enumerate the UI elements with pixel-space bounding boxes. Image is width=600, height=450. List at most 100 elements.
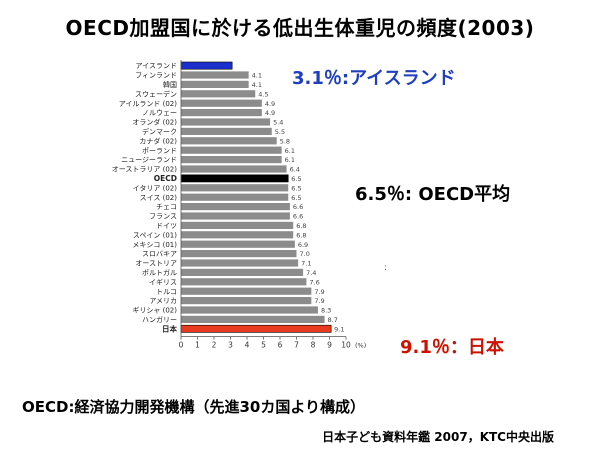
bar	[181, 306, 318, 314]
category-label: オーストリア	[135, 260, 177, 268]
value-label: 4.1	[252, 72, 262, 80]
value-label: 6.5	[291, 175, 301, 183]
value-label: 4.1	[252, 81, 262, 89]
category-label: 韓国	[163, 80, 177, 89]
bar	[181, 137, 277, 145]
bar	[181, 99, 262, 107]
x-tick-label: 2	[212, 341, 217, 350]
value-label: 6.8	[296, 222, 306, 230]
value-label: 6.4	[290, 166, 300, 174]
value-label: 8.7	[328, 316, 338, 324]
source-citation: 日本子ども資料年鑑 2007，KTC中央出版	[322, 430, 554, 444]
category-label: カナダ (02)	[139, 136, 177, 145]
value-label: 8.3	[321, 307, 331, 315]
value-label: 7.6	[309, 278, 319, 286]
value-label: 6.6	[293, 203, 303, 211]
category-label: スウェーデン	[135, 89, 177, 98]
bar	[181, 297, 312, 305]
bar	[180, 61, 233, 70]
category-label: スペイン (01)	[133, 231, 177, 239]
bar	[181, 231, 294, 239]
callout-oecd-average: 6.5％: OECD平均	[355, 184, 511, 205]
bar	[181, 259, 299, 267]
category-label: ポーランド	[142, 147, 177, 155]
category-label: イギリス	[149, 278, 177, 286]
value-label: 6.5	[291, 194, 301, 202]
bar	[181, 193, 289, 201]
bar	[181, 268, 304, 276]
bar	[181, 278, 307, 286]
x-tick-label: 9	[327, 341, 332, 350]
category-label: トルコ	[156, 288, 177, 296]
value-label: 7.9	[314, 288, 324, 296]
bar	[181, 127, 272, 135]
bar	[181, 221, 294, 229]
bar	[181, 203, 290, 211]
bar	[181, 80, 249, 88]
x-tick-label: 7	[294, 341, 299, 350]
value-label: 6.1	[285, 156, 295, 164]
page-title: OECD加盟国に於ける低出生体重児の頻度(2003)	[65, 16, 535, 40]
category-label: オランダ (02)	[132, 118, 177, 127]
bar	[181, 287, 312, 295]
category-label: OECD	[154, 174, 177, 183]
callout-japan: 9.1％：日本	[400, 337, 504, 358]
value-label: 7.9	[314, 297, 324, 305]
x-unit-label: (%)	[355, 342, 366, 350]
value-label: 6.1	[285, 147, 295, 155]
value-label: 6.6	[293, 213, 303, 221]
category-label: オーストラリア (02)	[112, 166, 178, 174]
value-label: 4.5	[258, 90, 268, 98]
category-label: デンマーク	[142, 127, 177, 136]
value-label: 6.9	[298, 241, 308, 249]
bar	[181, 71, 249, 79]
bar	[181, 90, 256, 98]
category-label: スイス (02)	[140, 194, 178, 202]
value-label: 6.5	[291, 184, 301, 192]
bar	[181, 315, 325, 323]
bar	[181, 109, 262, 117]
category-label: アメリカ	[149, 297, 177, 305]
category-label: ハンガリー	[142, 315, 177, 324]
x-tick-label: 10	[341, 341, 351, 350]
bar	[181, 156, 282, 164]
x-tick-label: 5	[261, 341, 266, 350]
category-label: フランス	[149, 213, 177, 221]
footnote-oecd-definition: OECD:経済協力開発機構（先進30カ国より構成）	[22, 398, 366, 416]
category-label: ギリシャ (02)	[132, 307, 177, 315]
value-label: 6.8	[296, 231, 306, 239]
value-label: 5.4	[273, 119, 283, 127]
x-tick-label: 1	[195, 341, 200, 350]
bar	[181, 118, 271, 126]
x-tick-label: 6	[278, 341, 283, 350]
category-label: 日本	[162, 323, 177, 333]
x-tick-label: 0	[179, 341, 184, 350]
category-label: フィンランド	[135, 72, 177, 80]
bar	[181, 212, 290, 220]
bar	[181, 165, 287, 173]
x-tick-label: 8	[311, 341, 316, 350]
category-label: メキシコ (01)	[132, 241, 177, 249]
value-label: 4.9	[265, 109, 275, 117]
value-label: 5.8	[280, 137, 290, 145]
bar	[180, 174, 289, 183]
value-label: 4.9	[265, 100, 275, 108]
category-label: チェコ	[156, 203, 177, 211]
category-label: イタリア (02)	[133, 183, 178, 192]
x-tick-label: 3	[228, 341, 233, 350]
value-label: 7.1	[301, 260, 311, 268]
category-label: アイスランド	[136, 62, 177, 70]
x-tick-label: 4	[245, 341, 250, 350]
value-label: 7.0	[300, 250, 310, 258]
value-label: 7.4	[306, 269, 316, 277]
bar	[181, 240, 295, 248]
category-label: ポルトガル	[142, 268, 177, 277]
bar	[181, 146, 282, 154]
bar	[181, 184, 289, 192]
category-label: ドイツ	[156, 222, 177, 230]
callout-iceland: 3.1％:アイスランド	[292, 68, 456, 89]
category-label: スロバキア	[142, 250, 177, 258]
bar	[181, 250, 297, 258]
value-label: 9.1	[334, 325, 344, 333]
